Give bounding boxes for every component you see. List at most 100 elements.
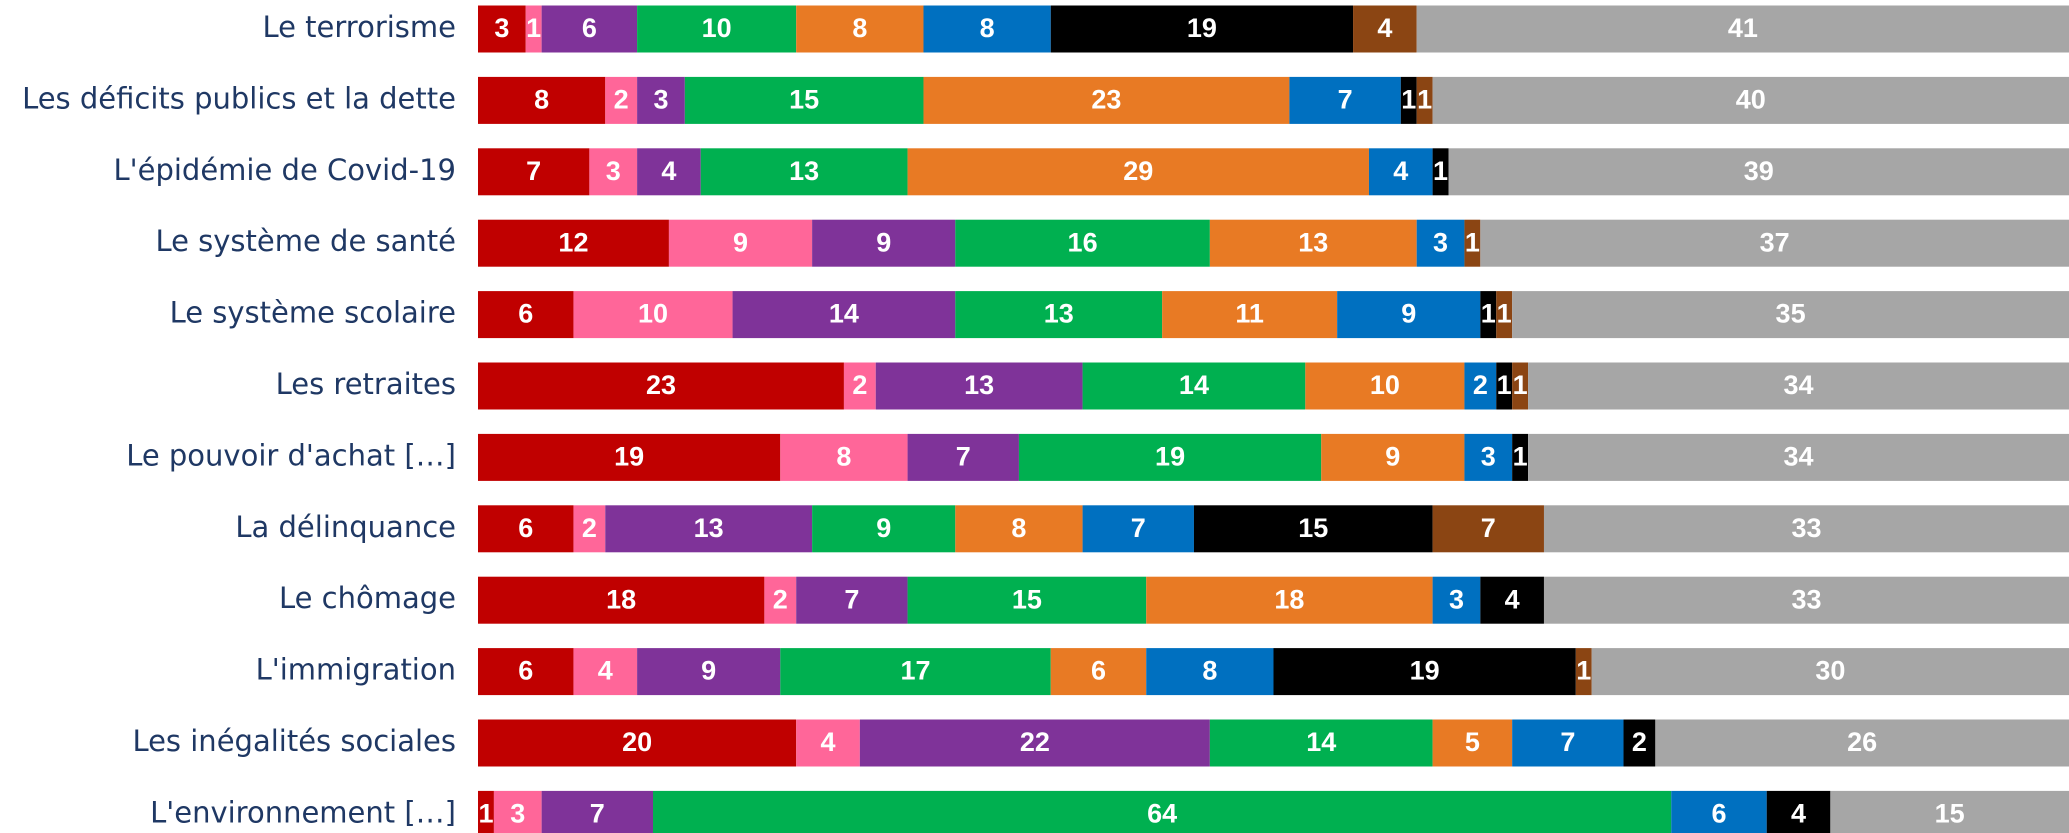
bar-segment — [1480, 576, 1544, 624]
value-label: 1 — [1497, 370, 1512, 400]
value-label: 18 — [606, 584, 636, 614]
value-label: 15 — [789, 85, 819, 115]
value-label: 6 — [1711, 799, 1726, 829]
category-label: L'environnement […] — [150, 795, 456, 829]
bar-segment — [1162, 291, 1338, 339]
value-label: 30 — [1815, 656, 1845, 686]
value-label: 41 — [1728, 13, 1758, 43]
bar-segment — [1575, 648, 1592, 696]
bar-segment — [1400, 76, 1417, 124]
value-label: 7 — [1338, 85, 1353, 115]
value-label: 1 — [1401, 85, 1416, 115]
category-label: Les retraites — [276, 367, 456, 401]
value-label: 20 — [622, 727, 652, 757]
value-label: 13 — [1044, 299, 1074, 329]
value-label: 1 — [1417, 85, 1432, 115]
value-label: 9 — [1385, 442, 1400, 472]
bar-segment — [478, 505, 574, 553]
value-label: 1 — [1513, 370, 1528, 400]
value-label: 9 — [733, 227, 748, 257]
bar-segment — [1209, 719, 1433, 767]
value-label: 9 — [876, 227, 891, 257]
bar-segment — [1528, 433, 2069, 481]
value-label: 7 — [956, 442, 971, 472]
value-label: 3 — [510, 799, 525, 829]
bar-segment — [478, 5, 526, 53]
bar-segment — [1416, 76, 1433, 124]
value-label: 33 — [1791, 584, 1821, 614]
category-label: Le système de santé — [155, 224, 456, 258]
value-label: 6 — [518, 656, 533, 686]
category-label: Le système scolaire — [170, 296, 456, 330]
bar-segment — [907, 576, 1147, 624]
value-label: 40 — [1736, 85, 1766, 115]
bar-segment — [637, 5, 797, 53]
bar-segment — [1082, 362, 1306, 410]
value-label: 8 — [1202, 656, 1217, 686]
value-label: 7 — [1131, 513, 1146, 543]
value-label: 8 — [534, 85, 549, 115]
bar-segment — [796, 719, 860, 767]
value-label: 34 — [1784, 442, 1814, 472]
category-label: Les déficits publics et la dette — [22, 81, 456, 115]
bar-segment — [1050, 5, 1354, 53]
value-label: 19 — [614, 442, 644, 472]
bar-segment — [478, 719, 797, 767]
value-label: 8 — [980, 13, 995, 43]
bar-segment — [923, 5, 1051, 53]
bar-segment — [478, 433, 781, 481]
bar-segment — [478, 148, 590, 196]
bar-segment — [1464, 362, 1497, 410]
bar-segment — [1512, 291, 2069, 339]
value-label: 6 — [1091, 656, 1106, 686]
bar-segment — [573, 648, 638, 696]
bar-segment — [843, 362, 876, 410]
value-label: 12 — [558, 227, 588, 257]
value-label: 4 — [1377, 13, 1392, 43]
bar-segment — [1591, 648, 2069, 696]
bar-segment — [1432, 148, 1449, 196]
bar-segment — [1448, 148, 2069, 196]
value-label: 2 — [582, 513, 597, 543]
value-label: 1 — [478, 799, 493, 829]
value-label: 2 — [1473, 370, 1488, 400]
value-label: 6 — [582, 13, 597, 43]
value-label: 8 — [852, 13, 867, 43]
bar-segment — [1464, 433, 1513, 481]
value-label: 13 — [694, 513, 724, 543]
value-label: 10 — [638, 299, 668, 329]
value-label: 2 — [852, 370, 867, 400]
value-label: 9 — [701, 656, 716, 686]
bar-segment — [1018, 433, 1322, 481]
category-label: Le pouvoir d'achat […] — [126, 438, 456, 472]
bar-segment — [875, 362, 1083, 410]
bar-segment — [1082, 505, 1194, 553]
value-label: 1 — [1576, 656, 1591, 686]
value-label: 14 — [1179, 370, 1209, 400]
value-label: 1 — [1465, 227, 1480, 257]
bar-segment — [812, 505, 956, 553]
value-label: 4 — [821, 727, 836, 757]
bar-segment — [1528, 362, 2069, 410]
bar-segment — [780, 648, 1051, 696]
bar-segment — [684, 76, 924, 124]
value-label: 7 — [844, 584, 859, 614]
value-label: 7 — [526, 156, 541, 186]
bar-segment — [605, 505, 813, 553]
bar-segment — [1305, 362, 1465, 410]
bar-segment — [1543, 576, 2069, 624]
value-label: 19 — [1155, 442, 1185, 472]
value-label: 19 — [1187, 13, 1217, 43]
bar-segment — [1830, 790, 2069, 833]
bar-segment — [1368, 148, 1433, 196]
value-label: 6 — [518, 513, 533, 543]
value-label: 4 — [1393, 156, 1408, 186]
bar-segment — [1671, 790, 1767, 833]
value-label: 29 — [1123, 156, 1153, 186]
value-label: 18 — [1274, 584, 1304, 614]
category-label: Le terrorisme — [262, 10, 456, 44]
value-label: 7 — [590, 799, 605, 829]
value-label: 2 — [773, 584, 788, 614]
value-label: 3 — [1433, 227, 1448, 257]
bar-segment — [1464, 219, 1481, 267]
